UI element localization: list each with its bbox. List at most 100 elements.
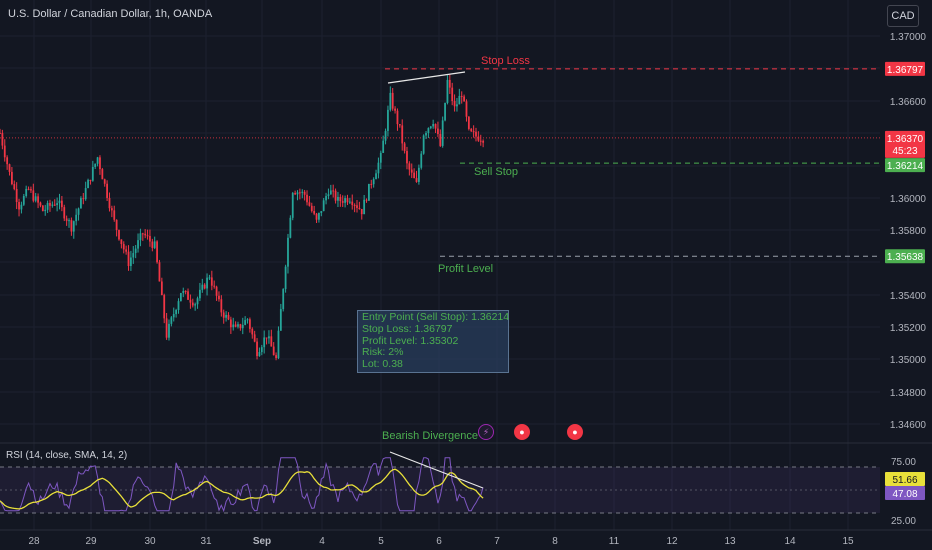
- rsi-sma-tag: 47.08: [892, 489, 917, 500]
- axes: 1.37000 1.36600 1.36000 1.35800 1.35400 1.352…: [0, 32, 932, 547]
- rsi-value-tag-bg: [885, 472, 925, 486]
- candle-body: [225, 314, 227, 318]
- candle-body: [39, 202, 42, 206]
- candle-body: [37, 196, 39, 203]
- price-tick-label: 1.36600: [890, 97, 927, 108]
- candle-body: [106, 183, 108, 198]
- candle-body: [239, 324, 242, 329]
- candle-body: [0, 133, 1, 134]
- candle-body: [396, 110, 399, 125]
- candle-body: [241, 324, 244, 329]
- candle-body: [322, 200, 325, 212]
- rsi-value-tag: 51.66: [892, 475, 917, 486]
- time-tick-label: 13: [724, 536, 736, 547]
- candle-body: [201, 284, 204, 290]
- candle-body: [403, 143, 406, 151]
- rsi-indicator-label[interactable]: RSI (14, close, SMA, 14, 2): [6, 450, 128, 461]
- candle-body: [327, 194, 330, 197]
- stop-loss-tag: 1.36797: [887, 65, 924, 76]
- candle-body: [320, 211, 323, 213]
- candle-body: [310, 205, 313, 211]
- candle-body: [170, 317, 173, 324]
- annotations: Stop Loss Sell Stop Profit Level Bearish Di…: [382, 55, 530, 442]
- candle-body: [358, 207, 361, 210]
- chart-title: U.S. Dollar / Canadian Dollar, 1h, OANDA: [8, 8, 213, 20]
- candle-body: [344, 198, 346, 203]
- candle-body: [63, 207, 66, 219]
- info-stop-loss: Stop Loss: 1.36797: [362, 322, 453, 335]
- candle-body: [365, 199, 368, 201]
- candle-body: [22, 195, 25, 205]
- candle-body: [206, 277, 208, 289]
- candle-body: [153, 241, 156, 248]
- rsi-tick-label: 25.00: [891, 516, 916, 527]
- stop-loss-tag-bg: [885, 61, 925, 76]
- candle-body: [1, 133, 4, 146]
- candle-body: [348, 201, 351, 203]
- candle-body: [103, 179, 106, 184]
- candle-body: [306, 194, 308, 203]
- sell-stop-tag: 1.36214: [887, 161, 924, 172]
- flag-event-icon[interactable]: ●: [567, 424, 583, 440]
- candle-body: [275, 355, 277, 359]
- time-tick-label: 14: [784, 536, 796, 547]
- current-price-tag: 1.36370: [887, 134, 924, 145]
- candle-body: [334, 190, 337, 201]
- candle-body: [265, 337, 268, 339]
- candle-body: [237, 324, 239, 327]
- candle-body: [427, 128, 430, 133]
- info-lot: Lot: 0.38: [362, 358, 403, 371]
- candle-body: [479, 140, 482, 142]
- flag-event-icon[interactable]: ●: [514, 424, 530, 440]
- rsi-divergence-trendline: [389, 451, 484, 489]
- candle-body: [160, 281, 163, 296]
- candle-body: [448, 79, 451, 88]
- candle-body: [429, 126, 432, 129]
- candle-body: [139, 233, 142, 241]
- candle-body: [144, 233, 147, 236]
- candle-body: [8, 164, 11, 172]
- currency-button[interactable]: CAD: [887, 5, 919, 27]
- candle-body: [41, 205, 44, 212]
- candle-body: [175, 310, 178, 315]
- profit-tag: 1.35638: [887, 252, 924, 263]
- candle-body: [368, 183, 370, 201]
- candle-body: [318, 212, 320, 220]
- time-tick-label: 29: [85, 536, 97, 547]
- info-profit: Profit Level: 1.35302: [362, 334, 459, 347]
- candle-body: [232, 324, 235, 328]
- price-tick-label: 1.34600: [890, 420, 927, 431]
- candle-body: [246, 319, 249, 321]
- candle-body: [213, 285, 216, 287]
- candle-body: [313, 210, 316, 214]
- candle-body: [187, 291, 189, 300]
- candle-body: [149, 235, 151, 242]
- time-tick-label: 8: [552, 536, 558, 547]
- price-tick-label: 1.35400: [890, 291, 927, 302]
- candle-body: [99, 157, 101, 170]
- candle-body: [134, 248, 137, 254]
- candle-body: [289, 217, 292, 238]
- candle-body: [415, 178, 418, 182]
- candle-body: [20, 204, 23, 210]
- candle-body: [477, 136, 480, 141]
- candle-body: [270, 336, 273, 347]
- candle-body: [32, 190, 35, 201]
- candle-body: [165, 318, 168, 338]
- candle-body: [384, 130, 387, 141]
- candle-body: [3, 145, 6, 158]
- divergence-trendline: [387, 71, 466, 84]
- candle-body: [229, 319, 232, 328]
- rsi-sma-tag-bg: [885, 486, 925, 500]
- candle-body: [151, 241, 154, 248]
- info-risk: Risk: 2%: [362, 346, 404, 359]
- candle-body: [370, 183, 373, 185]
- price-tick-label: 1.35200: [890, 323, 927, 334]
- candle-body: [15, 188, 18, 203]
- candle-body: [263, 337, 266, 348]
- candle-body: [258, 352, 261, 357]
- candle-body: [163, 295, 166, 319]
- candle-body: [177, 301, 180, 311]
- lightning-icon[interactable]: ⚡: [478, 424, 494, 440]
